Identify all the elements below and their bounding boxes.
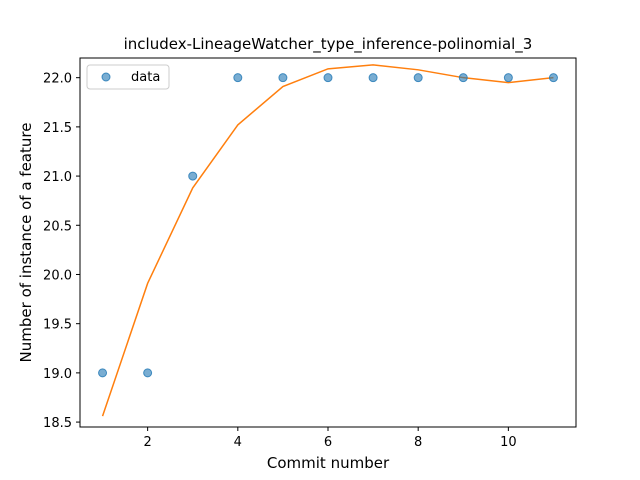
data-point [368,73,378,83]
data-point [458,73,468,83]
data-point [413,73,423,83]
y-axis-label: Number of instance of a feature [17,123,35,363]
legend-marker [101,72,111,82]
y-tick-label: 20.5 [43,219,72,234]
data-point [323,73,333,83]
data-point [503,73,513,83]
y-tick-label: 21.0 [43,170,72,185]
x-axis-label: Commit number [267,454,390,472]
y-tick-label: 20.0 [43,268,72,283]
y-axis: 18.5 19.0 19.5 20.0 20.5 21.0 21.5 22.0 [43,72,80,431]
x-tick-label: 8 [414,435,422,450]
axes-frame [79,57,577,428]
legend: data [86,64,170,90]
x-axis: 2 4 6 8 10 [143,427,517,450]
y-tick-label: 18.5 [43,416,72,431]
data-point [188,171,198,181]
y-tick-label: 21.5 [43,121,72,136]
y-tick-label: 22.0 [43,72,72,87]
legend-box [86,64,170,90]
data-point [143,368,153,378]
x-tick-label: 2 [143,435,151,450]
data-point [278,73,288,83]
plot-area [98,64,558,417]
x-tick-label: 6 [324,435,332,450]
fit-line [101,64,554,417]
y-tick-label: 19.0 [43,367,72,382]
chart-title: includex-LineageWatcher_type_inference-p… [124,35,533,54]
x-tick-label: 10 [500,435,517,450]
data-point [548,73,558,83]
y-tick-label: 19.5 [43,318,72,333]
data-point [98,368,108,378]
x-tick-label: 4 [234,435,242,450]
data-point [233,73,243,83]
legend-label: data [131,70,160,85]
